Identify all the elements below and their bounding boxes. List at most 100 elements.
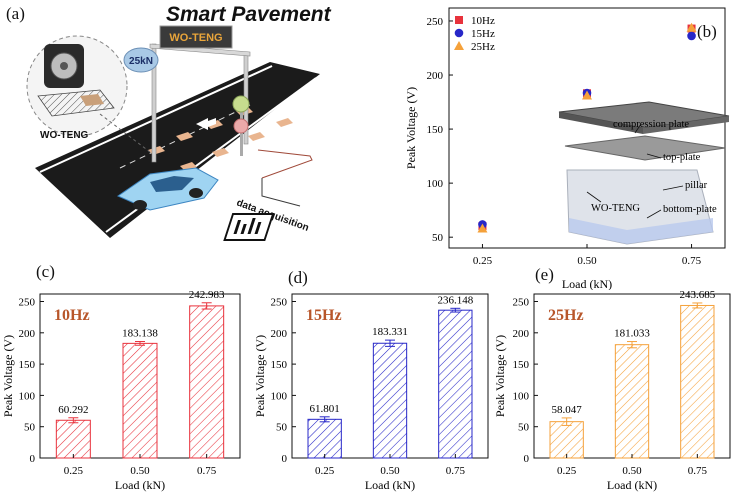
value-label: 58.047 <box>552 404 583 416</box>
y-tick-label: 100 <box>427 178 444 190</box>
y-axis-label: Peak Voltage (V) <box>493 335 507 417</box>
y-tick-label: 100 <box>271 390 288 402</box>
data-point-25hz <box>477 223 488 233</box>
legend-label: 10Hz <box>471 15 495 27</box>
data-point-15hz <box>687 31 696 41</box>
load-badge-text: 25kN <box>129 56 153 67</box>
y-tick-label: 50 <box>518 422 530 434</box>
bar <box>189 305 225 459</box>
y-tick-label: 50 <box>432 232 444 244</box>
value-label: 243.685 <box>679 289 715 301</box>
car-icon <box>116 167 219 211</box>
bar <box>438 309 473 459</box>
leader-line <box>646 209 662 219</box>
value-label: 183.331 <box>372 326 408 338</box>
bottom-plate-shape <box>569 218 713 244</box>
y-axis-label: Peak Voltage (V) <box>404 87 418 169</box>
y-tick-label: 250 <box>19 297 36 309</box>
y-tick-label: 50 <box>24 422 36 434</box>
inset-label: pillar <box>685 180 708 191</box>
panel-label-c: (c) <box>36 262 55 281</box>
x-axis-label: Load (kN) <box>607 478 657 492</box>
y-tick-label: 150 <box>19 359 36 371</box>
inset-label: compression plate <box>613 119 689 130</box>
panel-label-d: (d) <box>288 268 308 287</box>
bar-chart-25hz: 0 50 100 150 200 250 58.047 0.25 181.033 0.50 243.… <box>493 289 731 492</box>
value-label: 183.138 <box>122 327 158 339</box>
x-tick-label: 0.25 <box>473 255 493 267</box>
bar <box>122 342 158 459</box>
road-sign <box>159 25 233 49</box>
chart-title: 15Hz <box>306 307 342 324</box>
value-label: 236.148 <box>437 294 473 306</box>
y-tick-label: 100 <box>19 390 36 402</box>
legend-marker-25hz <box>454 41 464 50</box>
value-label: 60.292 <box>58 404 88 416</box>
inset-device-illustration: compression plate top-plate pillar WO-TENG b… <box>558 101 730 245</box>
y-tick-label: 200 <box>19 328 36 340</box>
panel-label-b: (b) <box>697 22 717 41</box>
bar <box>372 342 408 459</box>
y-axis-label: Peak Voltage (V) <box>1 335 15 417</box>
panel-label-a: (a) <box>6 4 25 23</box>
bar <box>549 421 584 459</box>
y-tick-label: 250 <box>427 16 444 28</box>
leader-line <box>634 123 642 134</box>
data-point-25hz <box>582 90 592 100</box>
x-tick-label: 0.75 <box>682 255 702 267</box>
sign-text: WO-TENG <box>169 32 222 44</box>
leader-line <box>646 153 662 159</box>
x-axis-label: Load (kN) <box>562 277 612 290</box>
y-tick-label: 200 <box>271 328 288 340</box>
load-badge <box>123 47 159 73</box>
x-tick-label: 0.50 <box>622 465 642 477</box>
x-axis-label: Load (kN) <box>365 478 415 492</box>
bar-chart-15hz: 0 50 100 150 200 250 61.801 0.25 183.331 0.50 236.… <box>253 293 489 492</box>
chart-title: 10Hz <box>54 307 90 324</box>
red-light <box>233 118 249 134</box>
top-plate-shape <box>564 135 726 161</box>
inset-label: bottom-plate <box>663 204 717 215</box>
x-tick-label: 0.75 <box>688 465 708 477</box>
x-axis-label: Load (kN) <box>115 478 165 492</box>
bar <box>614 344 650 459</box>
device-label: WO-TENG <box>40 130 89 141</box>
y-tick-label: 150 <box>427 124 444 136</box>
compression-plate-side <box>643 116 729 134</box>
x-tick-label: 0.50 <box>380 465 400 477</box>
y-tick-label: 200 <box>427 70 444 82</box>
y-tick-label: 0 <box>282 453 288 465</box>
smart-pavement-illustration: WO-TENG 25kN WO-TENG data acquisition <box>26 25 320 241</box>
y-tick-label: 0 <box>30 453 36 465</box>
bar <box>680 304 715 459</box>
y-tick-label: 100 <box>513 390 530 402</box>
bar <box>55 419 91 459</box>
chart-title: 25Hz <box>548 307 584 324</box>
data-acquisition-icon <box>223 213 275 241</box>
bar <box>307 418 342 459</box>
leader-line <box>662 185 684 191</box>
value-label: 242.983 <box>189 289 225 301</box>
y-tick-label: 150 <box>513 359 530 371</box>
x-tick-label: 0.25 <box>315 465 335 477</box>
legend-label: 25Hz <box>471 41 495 53</box>
leader-line <box>586 191 602 203</box>
panel-label-e: (e) <box>535 265 554 284</box>
y-tick-label: 250 <box>271 297 288 309</box>
value-label: 61.801 <box>310 403 340 415</box>
compression-plate-edge <box>559 112 643 134</box>
x-tick-label: 0.75 <box>446 465 466 477</box>
x-tick-label: 0.25 <box>557 465 577 477</box>
x-tick-label: 0.50 <box>577 255 597 267</box>
bar-chart-10hz: 0 50 100 150 200 250 60.292 0.25 183.138 0.50 242.… <box>1 289 241 492</box>
y-tick-label: 150 <box>271 359 288 371</box>
scatter-chart-peak-voltage: 50 100 150 200 250 0.25 0.50 0.75 Load (kN) Peak … <box>404 7 730 290</box>
x-tick-label: 0.25 <box>64 465 84 477</box>
inset-label: WO-TENG <box>591 203 640 214</box>
green-light <box>232 95 250 113</box>
data-point-25hz <box>686 22 697 32</box>
x-tick-label: 0.50 <box>130 465 150 477</box>
legend-label: 15Hz <box>471 28 495 40</box>
y-tick-label: 200 <box>513 328 530 340</box>
direction-arrow <box>196 118 216 130</box>
